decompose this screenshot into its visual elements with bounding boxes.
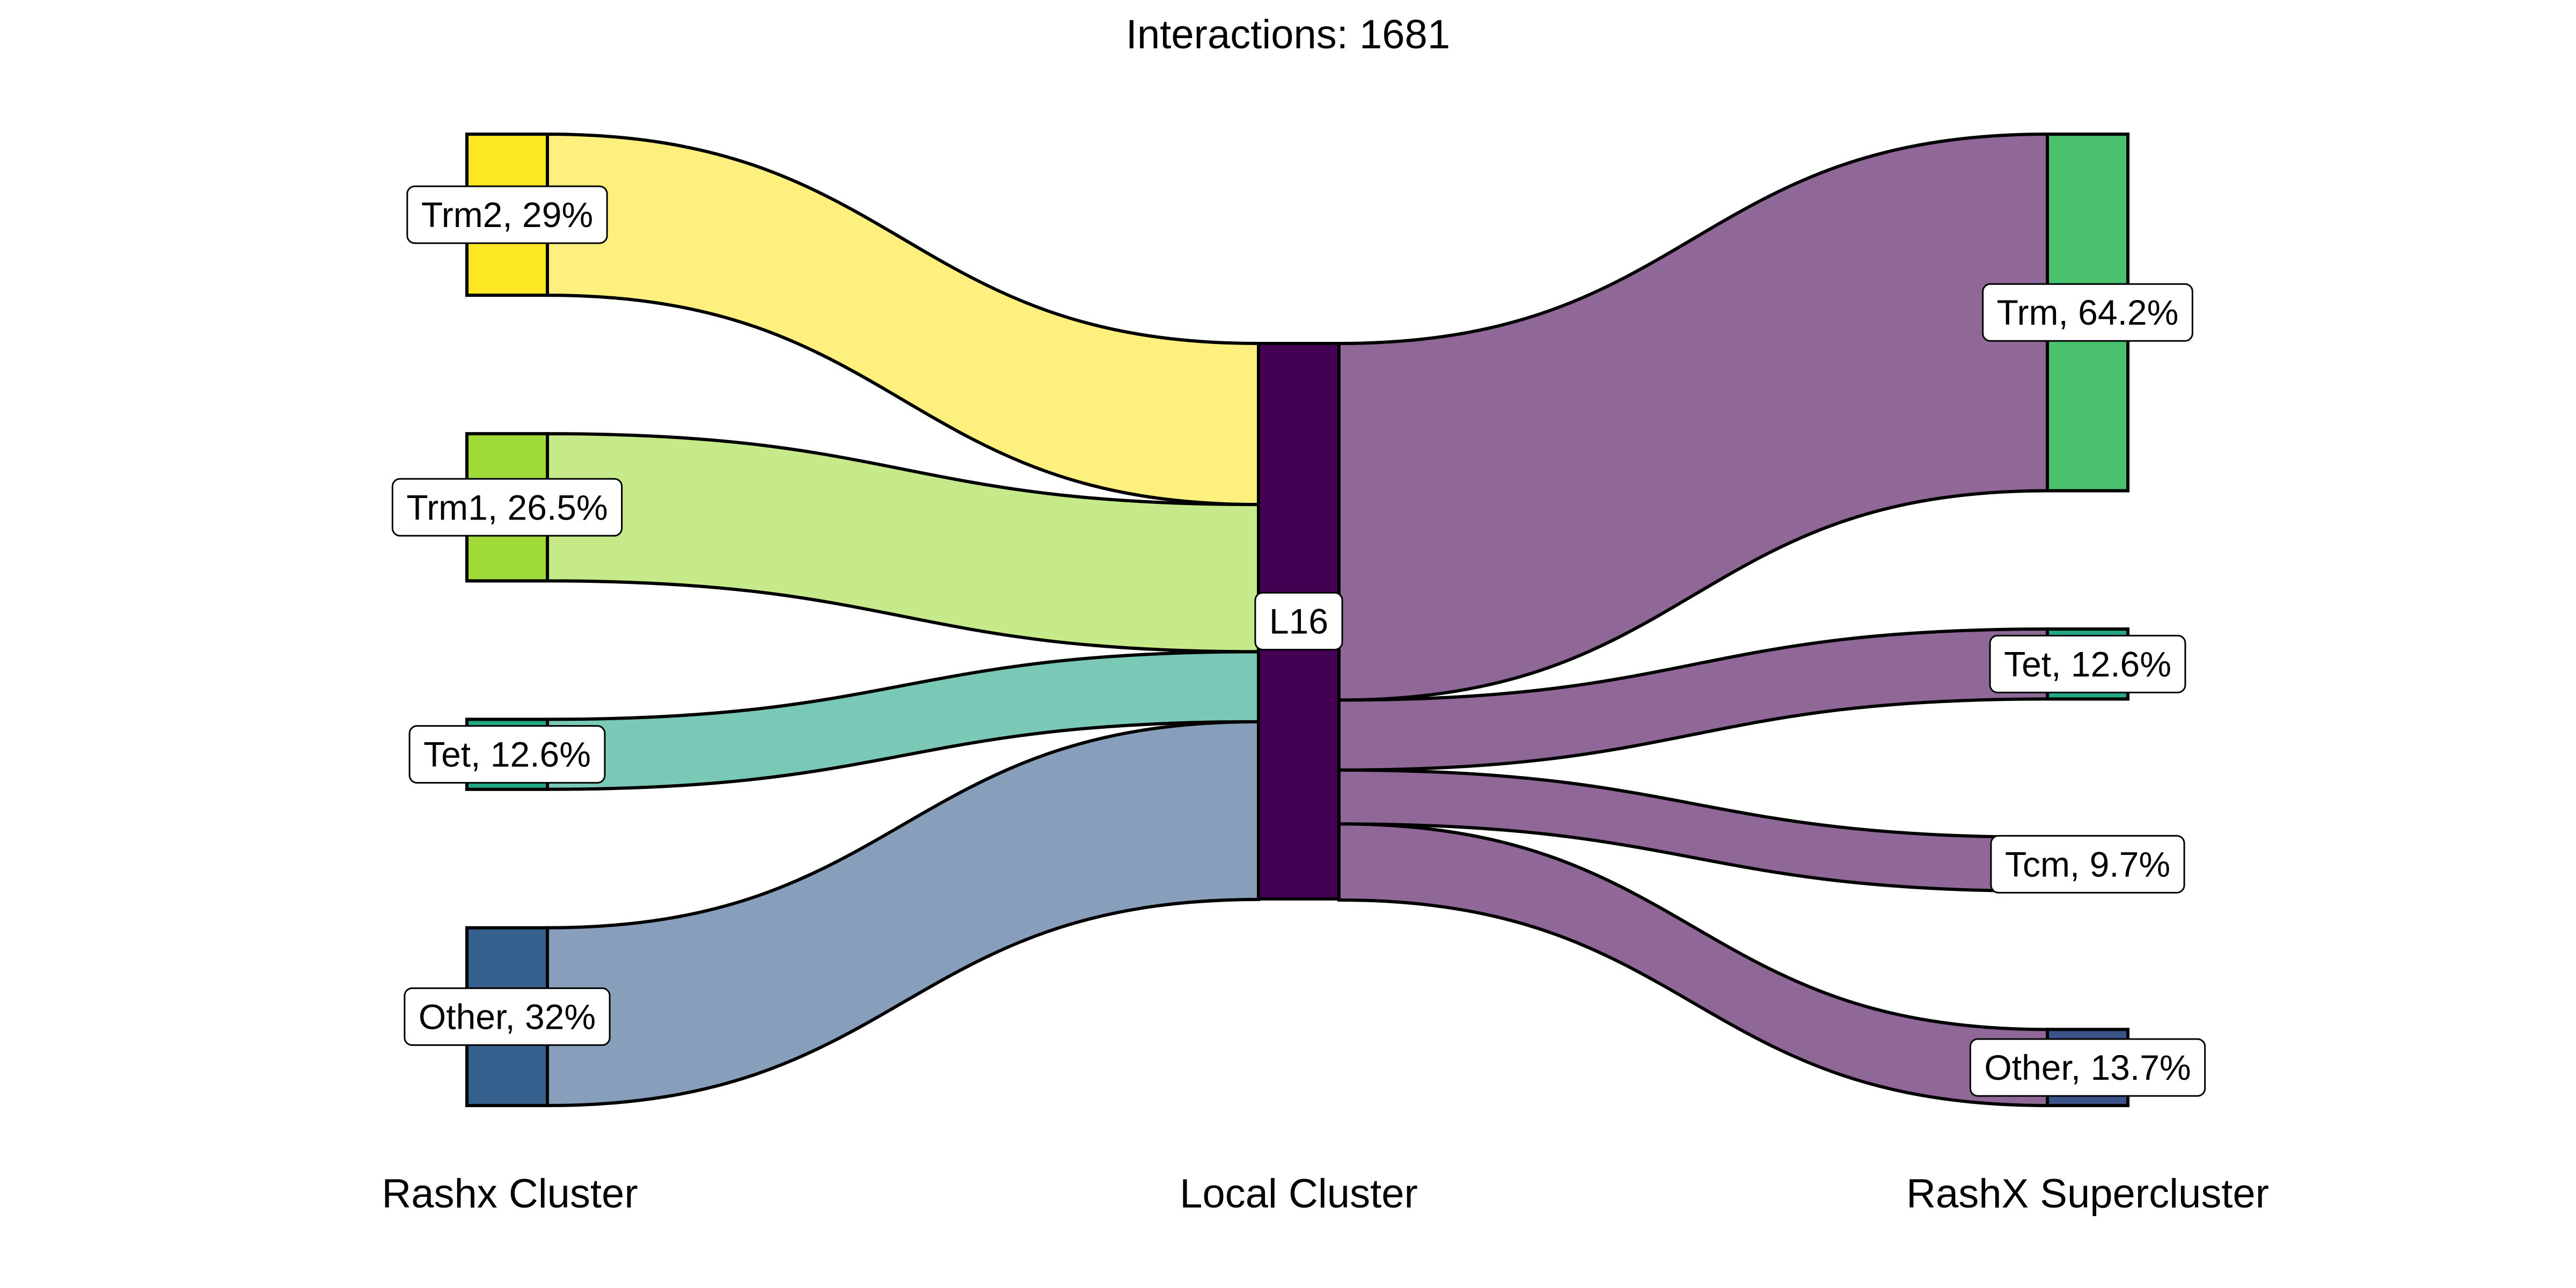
label-left-tet: Tet, 12.6% — [423, 735, 591, 774]
label-left-other: Other, 32% — [419, 997, 596, 1036]
label-left-tet-background — [408, 725, 606, 784]
label-right-tcm: Tcm, 9.7% — [2005, 844, 2170, 884]
chart-title: Interactions: 1681 — [1126, 12, 1450, 57]
label-left-trm2-box: Trm2, 29% — [406, 185, 608, 244]
label-left-trm1: Trm1, 26.5% — [406, 487, 608, 527]
label-right-trm: Trm, 64.2% — [1997, 292, 2179, 332]
label-right-tcm-background — [1990, 835, 2185, 894]
label-right-other: Other, 13.7% — [1984, 1048, 2191, 1087]
label-left-trm2: Trm2, 29% — [421, 195, 593, 235]
label-middle-l16-box: L16 — [1254, 592, 1343, 650]
flow-right-trm — [1337, 132, 2049, 702]
label-left-trm1-box: Trm1, 26.5% — [391, 478, 623, 537]
label-middle-l16: L16 — [1269, 602, 1328, 641]
left-flows — [546, 132, 1260, 1108]
label-left-trm2-background — [406, 185, 608, 244]
label-right-tcm-box: Tcm, 9.7% — [1990, 835, 2185, 894]
label-left-other-background — [404, 987, 611, 1046]
axis-labels: Rashx Cluster Local Cluster RashX Superc… — [382, 1171, 2269, 1217]
label-left-tet-box: Tet, 12.6% — [408, 725, 606, 784]
label-left-other-box: Other, 32% — [404, 987, 611, 1046]
axis-label-local: Local Cluster — [1180, 1171, 1418, 1217]
node-labels: Trm2, 29% Trm1, 26.5% Tet, 12.6% Other, 32%… — [391, 185, 2206, 1097]
label-right-other-background — [1969, 1038, 2206, 1097]
label-right-tet: Tet, 12.6% — [2004, 644, 2171, 684]
right-flows — [1337, 132, 2049, 1108]
label-right-tet-box: Tet, 12.6% — [1989, 634, 2186, 693]
label-right-trm-box: Trm, 64.2% — [1982, 283, 2193, 342]
label-middle-l16-background — [1254, 592, 1343, 650]
axis-label-super: RashX Supercluster — [1906, 1171, 2269, 1217]
label-right-trm-background — [1982, 283, 2193, 342]
label-left-trm1-background — [391, 478, 623, 537]
label-right-tet-background — [1989, 634, 2186, 693]
label-right-other-box: Other, 13.7% — [1969, 1038, 2206, 1097]
axis-label-rashx: Rashx Cluster — [382, 1171, 638, 1217]
